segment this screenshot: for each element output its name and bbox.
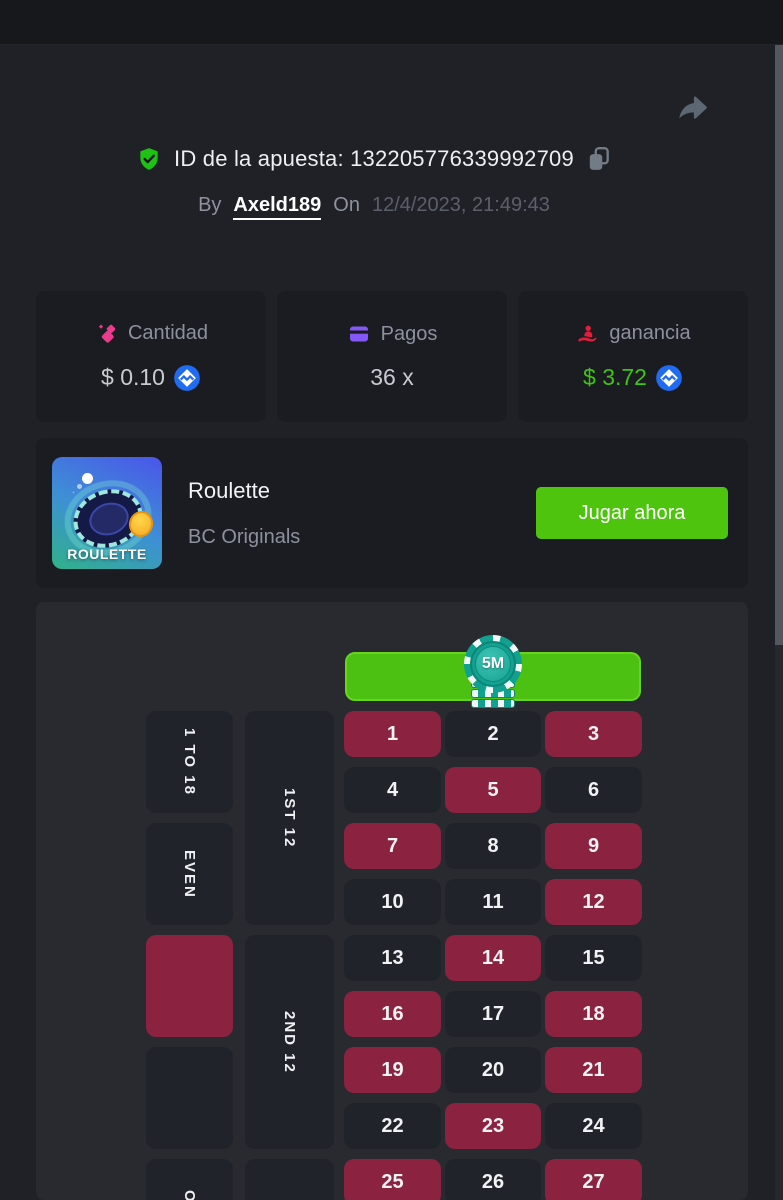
stat-value-profit: $ 3.72: [583, 364, 647, 390]
pink-gems-icon: [94, 322, 118, 346]
by-label: By: [198, 194, 222, 216]
number-cell-20: 20: [445, 1047, 541, 1093]
stat-card-profit: ganancia $ 3.72: [518, 291, 748, 422]
number-cell-24: 24: [545, 1103, 642, 1149]
number-cell-3: 3: [545, 711, 642, 757]
bet-id-row: ID de la apuesta: 132205776339992709: [0, 144, 748, 174]
bet-cell-2nd12: 2ND 12: [245, 935, 334, 1149]
number-cell-5: 5: [445, 767, 541, 813]
bet-cell-1to18: 1 TO 18: [146, 711, 233, 813]
comet-graphic: [82, 473, 93, 484]
stat-card-payout: Pagos 36 x: [277, 291, 507, 422]
stat-label-amount: Cantidad: [127, 322, 209, 344]
verified-shield-icon: [136, 144, 162, 174]
number-cell-15: 15: [545, 935, 642, 981]
stat-card-amount: Cantidad $ 0.10: [36, 291, 266, 422]
game-thumbnail[interactable]: ROULETTE: [52, 457, 162, 569]
stat-value-amount: $ 0.10: [101, 364, 165, 390]
bet-chip-stack: 5M: [464, 635, 522, 709]
number-cell-12: 12: [545, 879, 642, 925]
stat-label-payout: Pagos: [380, 322, 438, 345]
chip-icon: 5M: [464, 635, 522, 693]
scrollbar-track[interactable]: [775, 45, 783, 1200]
stat-label-profit: ganancia: [609, 322, 691, 344]
number-cell-6: 6: [545, 767, 642, 813]
number-cell-9: 9: [545, 823, 642, 869]
number-cell-7: 7: [344, 823, 441, 869]
bet-cell-even: EVEN: [146, 823, 233, 925]
number-cell-17: 17: [445, 991, 541, 1037]
stat-value-payout: 36 x: [370, 364, 414, 390]
bet-cell-1st12: 1ST 12: [245, 711, 334, 925]
number-cell-16: 16: [344, 991, 441, 1037]
number-cell-4: 4: [344, 767, 441, 813]
number-cell-19: 19: [344, 1047, 441, 1093]
number-cell-13: 13: [344, 935, 441, 981]
play-now-button[interactable]: Jugar ahora: [536, 487, 728, 539]
number-cell-27: 27: [545, 1159, 642, 1200]
number-cell-21: 21: [545, 1047, 642, 1093]
on-label: On: [333, 194, 360, 216]
stats-row: Cantidad $ 0.10 Pagos 36 x: [36, 291, 748, 422]
bet-cell-odd: ODD: [146, 1159, 233, 1200]
number-cell-1: 1: [344, 711, 441, 757]
roulette-board-card: 5M 1 TO 18 EVEN ODD 1ST 12 2ND 12 3RD 12…: [36, 602, 748, 1200]
bet-timestamp: 12/4/2023, 21:49:43: [371, 194, 550, 216]
top-bar: [0, 0, 783, 45]
number-cell-2: 2: [445, 711, 541, 757]
copy-button[interactable]: [586, 144, 612, 174]
number-cell-14: 14: [445, 935, 541, 981]
bet-meta-row: By Axeld189 On 12/4/2023, 21:49:43: [0, 194, 748, 220]
number-cell-18: 18: [545, 991, 642, 1037]
bet-id-text: ID de la apuesta: 132205776339992709: [174, 146, 574, 171]
number-cell-23: 23: [445, 1103, 541, 1149]
thumbnail-title: ROULETTE: [67, 546, 147, 562]
game-card: ROULETTE Roulette BC Originals Jugar aho…: [36, 438, 748, 588]
number-cell-11: 11: [445, 879, 541, 925]
bet-cell-black: [146, 1047, 233, 1149]
game-provider: BC Originals: [188, 526, 301, 548]
username-link[interactable]: Axeld189: [233, 194, 322, 220]
number-cell-22: 22: [344, 1103, 441, 1149]
number-cell-25: 25: [344, 1159, 441, 1200]
red-hand-icon: [575, 322, 599, 346]
bet-cell-red: [146, 935, 233, 1037]
coin-icon: [173, 364, 201, 392]
number-cell-10: 10: [344, 879, 441, 925]
chip-amount: 5M: [475, 646, 511, 682]
bet-cell-3rd12: 3RD 12: [245, 1159, 334, 1200]
scrollbar-thumb[interactable]: [775, 45, 783, 645]
number-cell-8: 8: [445, 823, 541, 869]
share-icon: [671, 90, 713, 128]
purple-card-icon: [347, 322, 371, 346]
share-button[interactable]: [671, 90, 713, 128]
number-cell-26: 26: [445, 1159, 541, 1200]
game-title: Roulette: [188, 478, 270, 503]
coin-icon: [655, 364, 683, 392]
